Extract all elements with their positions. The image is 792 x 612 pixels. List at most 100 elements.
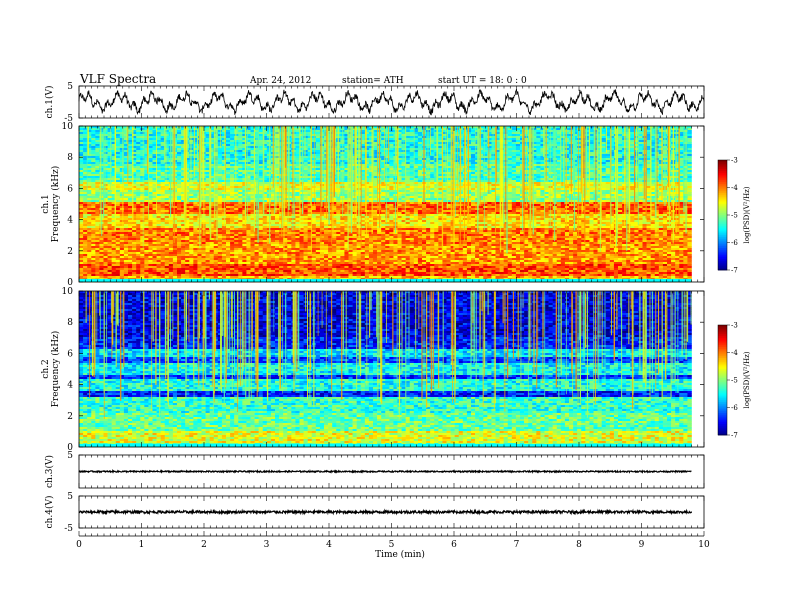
ch1-spectrogram-cell <box>406 178 410 180</box>
ch1-spectrogram-cell <box>565 128 569 130</box>
ch1-spectrogram-cell <box>467 176 471 178</box>
ch1-spectrogram-cell <box>148 150 152 152</box>
ch1-spectrogram-cell <box>79 142 83 144</box>
ch1-spectrogram-cell <box>218 168 222 170</box>
ch1-spectrogram-cell <box>128 138 132 140</box>
ch1-spectrogram-cell <box>120 142 124 144</box>
ch1-spectrogram-cell <box>487 174 491 176</box>
ch1-spectrogram-cell <box>389 144 393 146</box>
ch1-spectrogram-cell <box>116 174 120 176</box>
ch1-spectrogram-cell <box>687 166 691 168</box>
ch1-spectrogram-cell <box>638 176 642 178</box>
ch1-spectrogram-cell <box>549 134 553 136</box>
ch1-spectrogram-cell <box>467 156 471 158</box>
ch1-spectrogram-cell <box>638 160 642 162</box>
ch1-spectrogram-cell <box>87 188 91 190</box>
ch1-spectrogram-cell <box>602 158 606 160</box>
ch1-spectrogram-cell <box>79 170 83 172</box>
ch1-spectrogram-cell <box>312 164 316 166</box>
ch1-spectrogram-cell <box>471 144 475 146</box>
ch1-spectrogram-cell <box>389 152 393 154</box>
ch1-spectrogram-cell <box>304 140 308 142</box>
ch1-spectrogram-cell <box>234 174 238 176</box>
ch1-spectrogram-cell <box>512 128 516 130</box>
ch1-spectrogram-cell <box>549 162 553 164</box>
ch1-spectrogram-cell <box>148 146 152 148</box>
ch1-spectrogram-cell <box>95 164 99 166</box>
ch1-spectrogram-cell <box>230 188 234 190</box>
ch1-spectrogram-cell <box>246 178 250 180</box>
ch1-spectrogram-cell <box>140 174 144 176</box>
ch1-spectrogram-cell <box>304 180 308 182</box>
ch1-spectrogram-cell <box>418 174 422 176</box>
ch1-spectrogram-cell <box>230 156 234 158</box>
ch1-spectrogram-cell <box>108 172 112 174</box>
ch1-spectrogram-cell <box>630 132 634 134</box>
ch1-spectrogram-cell <box>108 150 112 152</box>
ch1-spectrogram-cell <box>91 128 95 130</box>
ch1-spectrogram-cell <box>295 158 299 160</box>
ch1-spectrogram-cell <box>622 144 626 146</box>
ch1-spectrogram-cell <box>430 178 434 180</box>
ch1-spectrogram-cell <box>602 184 606 186</box>
ch1-spectrogram-cell <box>120 164 124 166</box>
ch1-spectrogram-cell <box>536 184 540 186</box>
ch1-spectrogram-cell <box>238 138 242 140</box>
ch1-spectrogram-cell <box>471 180 475 182</box>
ch1-spectrogram-cell <box>602 130 606 132</box>
ch1-spectrogram-cell <box>385 170 389 172</box>
ch1-spectrogram-cell <box>95 172 99 174</box>
ch1-spectrogram-cell <box>136 174 140 176</box>
ch1-spectrogram-cell <box>120 160 124 162</box>
ch1-spectrogram-cell <box>128 128 132 130</box>
ch1-spectrogram-cell <box>602 166 606 168</box>
ch1-spectrogram-cell <box>410 138 414 140</box>
ch1-spectrogram-cell <box>512 172 516 174</box>
ch1-spectrogram-cell <box>622 166 626 168</box>
ch1-spectrogram-cell <box>389 170 393 172</box>
ch1-spectrogram-cell <box>91 130 95 132</box>
ch1-spectrogram-cell <box>687 176 691 178</box>
ch1-spectrogram-cell <box>79 184 83 186</box>
ch1-spectrogram-cell <box>177 140 181 142</box>
ch1-spectrogram-cell <box>95 154 99 156</box>
ch1-spectrogram-cell <box>606 154 610 156</box>
ch1-spectrogram-cell <box>549 142 553 144</box>
ch1-spectrogram-cell <box>140 186 144 188</box>
ch1-spectrogram-cell <box>487 154 491 156</box>
ch1-spectrogram-cell <box>565 166 569 168</box>
ch1-spectrogram-cell <box>144 182 148 184</box>
ch1-spectrogram-cell <box>516 162 520 164</box>
ch1-spectrogram-cell <box>516 144 520 146</box>
ch1-spectrogram-cell <box>638 168 642 170</box>
ch1-spectrogram-cell <box>312 180 316 182</box>
ch1-spectrogram-cell <box>618 148 622 150</box>
ch1-spectrogram-cell <box>91 148 95 150</box>
ch1-spectrogram-cell <box>79 160 83 162</box>
ch1-spectrogram-cell <box>79 182 83 184</box>
ch1-spectrogram-cell <box>312 130 316 132</box>
ch1-spectrogram-cell <box>87 166 91 168</box>
ch1-spectrogram-cell <box>622 162 626 164</box>
ch1-spectrogram-cell <box>95 138 99 140</box>
ch1-spectrogram-cell <box>406 138 410 140</box>
ch1-spectrogram-cell <box>304 156 308 158</box>
ch1-spectrogram-cell <box>410 186 414 188</box>
ch1-spectrogram-cell <box>259 186 263 188</box>
ch1-spectrogram-cell <box>418 186 422 188</box>
ch1-spectrogram-cell <box>385 152 389 154</box>
ch1-spectrogram-cell <box>483 188 487 190</box>
ch1-spectrogram-cell <box>496 184 500 186</box>
ch1-spectrogram-cell <box>189 188 193 190</box>
ch1-spectrogram-cell <box>144 176 148 178</box>
ch1-spectrogram-cell <box>267 148 271 150</box>
ch1-spectrogram-cell <box>471 130 475 132</box>
ch1-spectrogram-cell <box>177 142 181 144</box>
ch1-spectrogram-cell <box>410 154 414 156</box>
ch1-spectrogram-cell <box>414 184 418 186</box>
ch1-spectrogram-cell <box>108 176 112 178</box>
ch1-spectrogram-cell <box>128 188 132 190</box>
ch1-spectrogram-cell <box>120 180 124 182</box>
ch1-spectrogram-cell <box>512 142 516 144</box>
ch1-spectrogram-cell <box>157 148 161 150</box>
